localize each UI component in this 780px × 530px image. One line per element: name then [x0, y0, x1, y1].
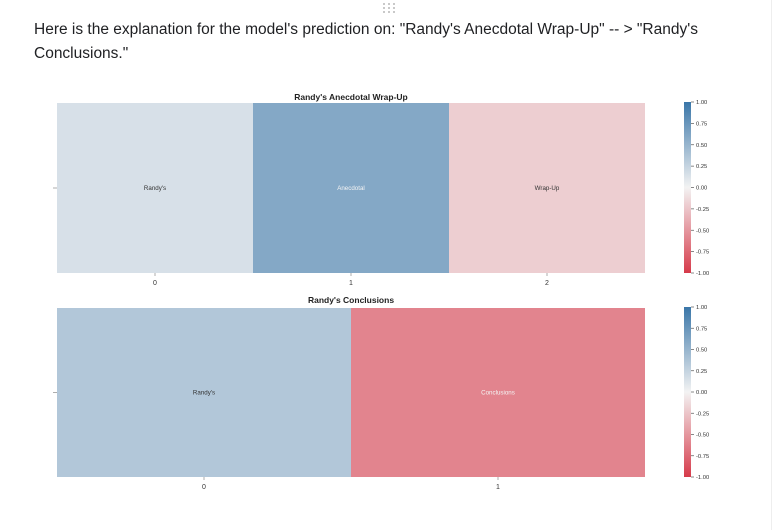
cell-label: Anecdotal	[337, 185, 365, 192]
colorbar-tick-label: 0.00	[696, 186, 707, 192]
heatmap-cell	[57, 308, 351, 477]
heatmap-cell	[449, 103, 645, 273]
chart-title: Randy's Conclusions	[308, 295, 394, 305]
heatmap-cell	[57, 103, 253, 273]
colorbar-tick-label: 0.25	[696, 369, 707, 375]
heatmap-cell	[253, 103, 449, 273]
explanation-text: Here is the explanation for the model's …	[34, 21, 698, 62]
colorbar-tick-label: -0.25	[696, 411, 709, 417]
drag-handle-icon[interactable]	[383, 3, 397, 13]
colorbar-tick-label: 0.75	[696, 121, 707, 127]
colorbar-tick-label: -0.50	[696, 228, 709, 234]
x-tick-label: 2	[545, 280, 549, 287]
chart-title: Randy's Anecdotal Wrap-Up	[294, 92, 407, 102]
colorbar-tick-label: 0.50	[696, 348, 707, 354]
colorbar-tick-label: -0.25	[696, 207, 709, 213]
colorbar-tick-label: 1.00	[696, 305, 707, 311]
x-tick-label: 0	[153, 280, 157, 287]
x-tick-label: 1	[496, 484, 500, 491]
colorbar-tick-label: -1.00	[696, 475, 709, 481]
colorbar-tick-label: -0.75	[696, 454, 709, 460]
colorbar-tick-label: 1.00	[696, 100, 707, 106]
x-tick-label: 0	[202, 484, 206, 491]
x-tick-label: 1	[349, 280, 353, 287]
colorbar-tick-label: -0.75	[696, 250, 709, 256]
colorbar-tick-label: -1.00	[696, 271, 709, 277]
colorbar	[684, 102, 691, 273]
colorbar-tick-label: 0.25	[696, 164, 707, 170]
colorbar-tick-label: 0.50	[696, 143, 707, 149]
cell-label: Wrap-Up	[535, 185, 560, 192]
colorbar-tick-label: 0.75	[696, 326, 707, 332]
colorbar	[684, 307, 691, 477]
cell-label: Randy's	[193, 390, 215, 397]
panel-border	[771, 0, 772, 530]
colorbar-tick-label: 0.00	[696, 390, 707, 396]
heatmap-cell	[351, 308, 645, 477]
cell-label: Randy's	[144, 185, 166, 192]
cell-label: Conclusions	[481, 390, 515, 397]
colorbar-tick-label: -0.50	[696, 433, 709, 439]
